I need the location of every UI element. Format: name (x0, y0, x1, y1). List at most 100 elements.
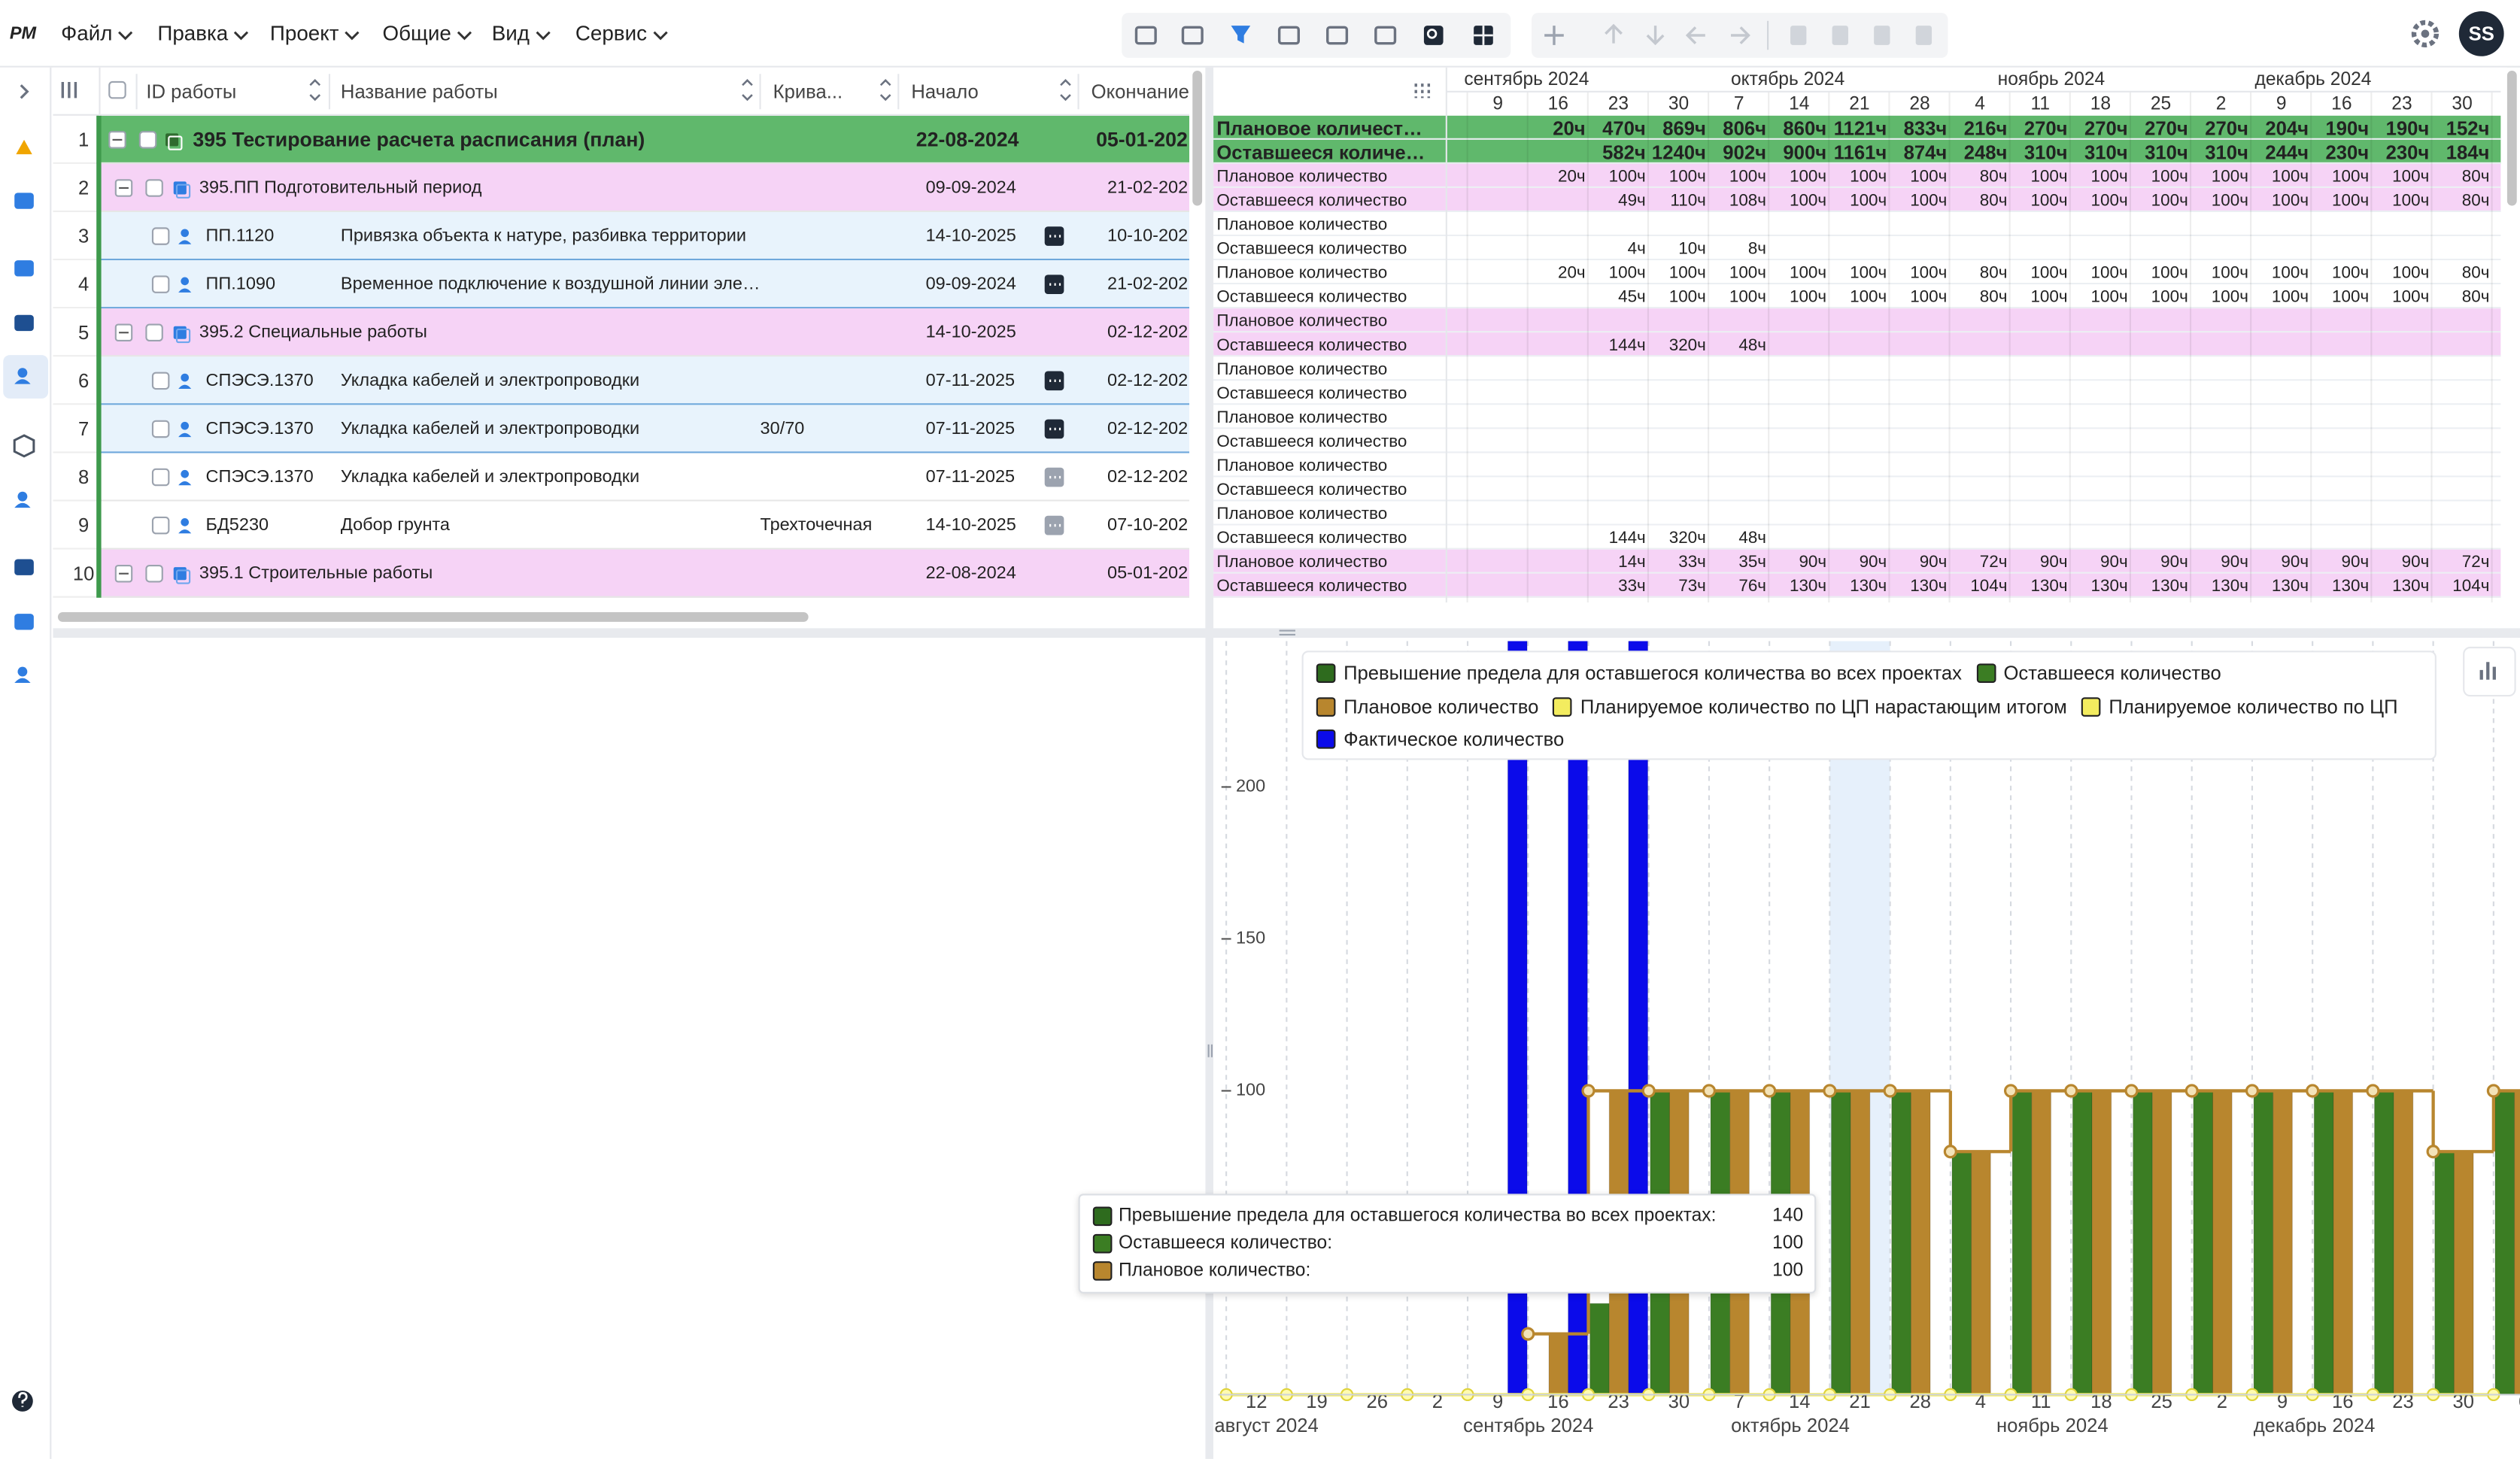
menu-item[interactable]: Общие (382, 21, 472, 47)
cell-value: 190ч (2386, 115, 2430, 141)
row-label: Плановое количество (1216, 308, 1387, 333)
cell-value: 1161ч (1834, 139, 1887, 165)
bar (2012, 1090, 2032, 1394)
cell-value: 100ч (2332, 163, 2369, 189)
start-date: 09-09-2024 (926, 271, 1016, 297)
row-label: Плановое количество (1216, 259, 1387, 285)
cell-value: 90ч (1799, 549, 1826, 575)
tooltip-swatch (1093, 1234, 1113, 1254)
start-date: 07-11-2025 (926, 416, 1015, 441)
cell-value: 130ч (1850, 573, 1887, 599)
end-date: 10-10-202 (1107, 223, 1188, 249)
legend-item[interactable]: Планируемое количество по ЦП нарастающим… (1553, 696, 2067, 718)
cell-value: 100ч (2030, 187, 2067, 213)
legend: Превышение предела для оставшегося колич… (1302, 651, 2437, 760)
legend-swatch (1316, 697, 1336, 717)
column-header[interactable]: Крива... (773, 79, 843, 105)
cell-value: 100ч (2030, 259, 2067, 285)
cell-value: 1240ч (1652, 139, 1706, 165)
cell-value: 80ч (1980, 284, 2008, 309)
row-label: Плановое количест… (1216, 115, 1441, 141)
row-number-cell (53, 502, 100, 550)
cell-value: 270ч (2024, 115, 2068, 141)
bar (2273, 1090, 2293, 1394)
cell-value: 100ч (1790, 163, 1826, 189)
end-date: 02-12-202 (1107, 320, 1188, 345)
cell-value: 33ч (1618, 573, 1646, 599)
row-label: Плановое количество (1216, 452, 1387, 478)
grid-row (1213, 453, 2500, 477)
bar (1590, 1303, 1610, 1394)
cell-value: 100ч (2272, 187, 2309, 213)
month-label: октябрь 2024 (1731, 68, 1844, 93)
cell-value: 48ч (1738, 525, 1766, 551)
column-header[interactable]: Название работы (341, 79, 498, 105)
cell-value: 100ч (2151, 284, 2188, 309)
cell-value: 100ч (1790, 187, 1826, 213)
wbs-name: 395.1 Строительные работы (199, 561, 433, 587)
grid-v-scroll (2507, 71, 2517, 205)
menu-item[interactable]: Сервис (575, 21, 668, 47)
legend-swatch (2081, 697, 2101, 717)
cell-value: 100ч (2212, 284, 2248, 309)
menu-item[interactable]: Правка (157, 21, 249, 47)
menu-chevron (534, 29, 550, 41)
tooltip-value: 100 (1772, 1231, 1803, 1257)
cell-value: 100ч (1790, 259, 1826, 285)
start-date: 14-10-2025 (926, 320, 1016, 345)
column-header[interactable]: ID работы (146, 79, 236, 105)
bar (2092, 1090, 2112, 1394)
bar (2375, 1090, 2394, 1394)
cell-value: 80ч (1980, 163, 2008, 189)
legend-item[interactable]: Планируемое количество по ЦП (2081, 696, 2398, 718)
week-label: 2 (2216, 92, 2227, 117)
cell-value: 100ч (2151, 187, 2188, 213)
cell-value: 90ч (2160, 549, 2188, 575)
end-date: 05-01-202 (1107, 561, 1188, 587)
cell-value: 20ч (1553, 115, 1585, 141)
start-date: 07-11-2025 (926, 368, 1015, 393)
menu-item[interactable]: Проект (270, 21, 360, 47)
cell-value: 73ч (1678, 573, 1706, 599)
cell-value: 90ч (2281, 549, 2309, 575)
legend-item[interactable]: Плановое количество (1316, 696, 1539, 718)
month-label: декабрь 2024 (2254, 68, 2371, 93)
legend-item[interactable]: Фактическое количество (1316, 728, 1564, 751)
week-label: 4 (1975, 92, 1985, 117)
chevron (457, 32, 470, 38)
cell-value: 90ч (2100, 549, 2128, 575)
cell-value: 100ч (2392, 259, 2429, 285)
menu-item[interactable]: Файл (61, 21, 133, 47)
row-number: 6 (78, 368, 89, 393)
end-date: 02-12-202 (1107, 464, 1188, 490)
row-label: Оставшееся количество (1216, 284, 1407, 309)
step-point (2186, 1085, 2197, 1097)
cell-value: 100ч (2332, 187, 2369, 213)
cell-value: 100ч (2272, 259, 2309, 285)
activity-id: СПЭСЭ.1370 (205, 464, 313, 490)
bar (1851, 1090, 1870, 1394)
cell-value: 100ч (2392, 163, 2429, 189)
cell-value: 152ч (2446, 115, 2490, 141)
grid-row (1213, 308, 2500, 332)
group-strip (96, 116, 101, 598)
legend-item[interactable]: Превышение предела для оставшегося колич… (1316, 663, 1962, 685)
legend-item[interactable]: Оставшееся количество (1976, 663, 2221, 685)
column-header[interactable]: Начало (911, 79, 978, 105)
cell-value: 190ч (2325, 115, 2369, 141)
menu-item[interactable]: Вид (492, 21, 551, 47)
menu-chevron (117, 29, 133, 41)
column-header[interactable]: Окончание (1091, 79, 1189, 105)
end-date: 02-12-202 (1107, 416, 1188, 441)
step-point (2488, 1085, 2499, 1097)
cell-value: 80ч (2462, 187, 2490, 213)
cell-value: 100ч (2030, 163, 2067, 189)
cell-value: 76ч (1738, 573, 1766, 599)
row-number-cell (53, 164, 100, 212)
row-number: 9 (78, 513, 89, 538)
cell-value: 100ч (2091, 187, 2128, 213)
cell-value: 100ч (1609, 259, 1646, 285)
cell-value: 130ч (2332, 573, 2369, 599)
chart: 1219262916233071421284111825291623306авг… (1213, 638, 2520, 1459)
